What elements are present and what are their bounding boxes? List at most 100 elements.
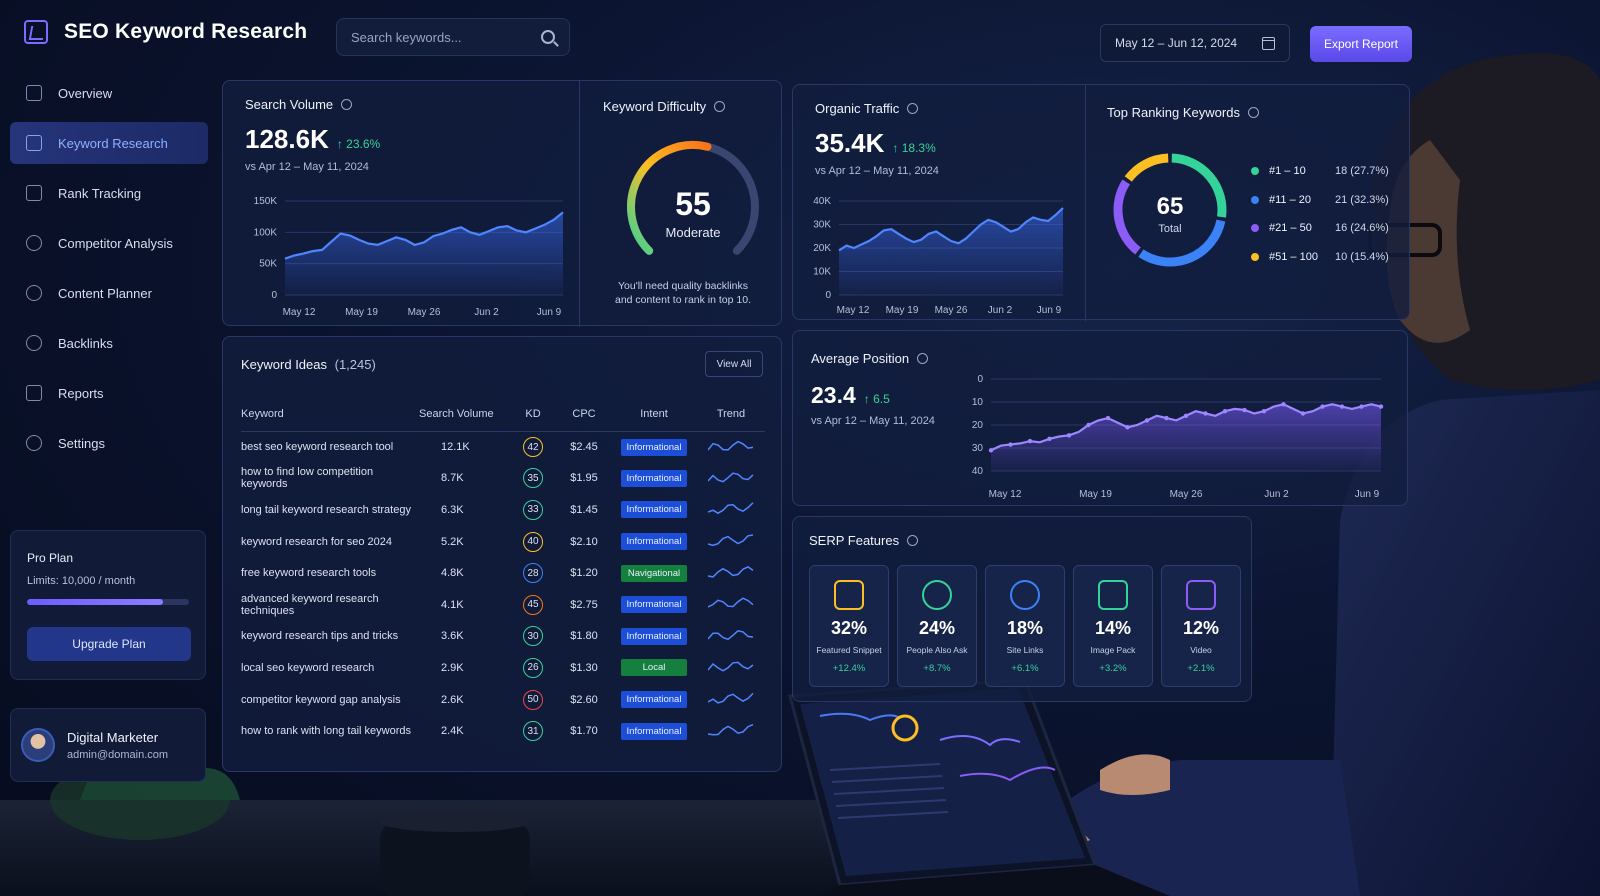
legend-value: 16 (24.6%): [1335, 222, 1389, 235]
search-input[interactable]: [351, 29, 541, 45]
sidebar-item-keyword-research[interactable]: Keyword Research: [10, 122, 208, 164]
data-point: [1086, 422, 1091, 428]
date-range-picker[interactable]: May 12 – Jun 12, 2024: [1100, 24, 1290, 62]
sparkline-path: [707, 440, 754, 451]
table-row[interactable]: keyword research tips and tricks 3.6K 30 $1…: [241, 621, 765, 653]
user-profile-card[interactable]: Digital Marketer admin@domain.com: [10, 708, 206, 782]
kd-badge: 40: [523, 531, 543, 552]
sidebar-item-reports[interactable]: Reports: [10, 372, 208, 414]
serp-feature-card[interactable]: 14% Image Pack +3.2%: [1073, 565, 1153, 687]
table-row[interactable]: keyword research for seo 2024 5.2K 40 $2.10…: [241, 526, 765, 558]
keyword-cell: best seo keyword research tool: [241, 441, 394, 454]
intent-cell: Informational: [611, 463, 697, 495]
total-value: 65: [1157, 193, 1184, 220]
data-point: [1105, 415, 1111, 421]
calendar-icon[interactable]: [1262, 36, 1275, 50]
plan-title: Pro Plan: [27, 551, 74, 565]
column-header-keyword[interactable]: Keyword: [241, 397, 419, 432]
image-icon: [1098, 580, 1128, 610]
legend-dot: [1251, 252, 1259, 261]
info-icon[interactable]: [1247, 107, 1259, 118]
donut-slice: [1113, 179, 1141, 255]
panel-title: Organic Traffic: [815, 101, 939, 116]
sidebar-item-label: Competitor Analysis: [58, 235, 173, 251]
x-tick-label: Jun 9: [1355, 489, 1380, 500]
intent-badge: Informational: [621, 691, 687, 709]
serp-feature-card[interactable]: 12% Video +2.1%: [1161, 565, 1241, 687]
info-icon[interactable]: [917, 353, 929, 364]
legend-row: #1 – 10 18 (27.7%): [1251, 157, 1401, 186]
sidebar-item-rank-tracking[interactable]: Rank Tracking: [10, 172, 208, 214]
column-header-cpc[interactable]: CPC: [557, 397, 611, 432]
upgrade-plan-button[interactable]: Upgrade Plan: [27, 627, 191, 661]
data-point: [988, 448, 994, 453]
search-volume-cell: 12.1K: [441, 441, 470, 454]
keyword-ideas-count: (1,245): [334, 357, 376, 372]
search-volume-cell: 8.7K: [441, 472, 464, 485]
trend-cell: [697, 589, 765, 621]
avatar[interactable]: [21, 728, 55, 762]
sparkline-path: [707, 692, 754, 704]
view-all-button[interactable]: View All: [705, 351, 763, 377]
user-email: admin@domain.com: [67, 748, 169, 761]
keyword-ideas-panel: Keyword Ideas (1,245) View All Keyword S…: [222, 336, 782, 772]
legend-dot: [1251, 167, 1259, 176]
data-point: [1242, 407, 1247, 413]
trend-sparkline: [707, 629, 754, 641]
search-volume-cell: 5.2K: [441, 535, 464, 548]
info-icon[interactable]: [907, 535, 919, 546]
serp-label: Site Links: [1006, 645, 1044, 655]
x-tick-label: May 12: [283, 307, 316, 318]
table-row[interactable]: advanced keyword research techniques 4.1K…: [241, 589, 765, 621]
trend-sparkline: [707, 502, 754, 515]
export-report-button[interactable]: Export Report: [1310, 26, 1412, 62]
series-line: [838, 207, 1064, 252]
search-icon[interactable]: [541, 30, 555, 44]
data-point: [1281, 402, 1286, 407]
table-row[interactable]: how to find low competition keywords 8.7K…: [241, 463, 765, 495]
column-header-intent[interactable]: Intent: [611, 397, 697, 432]
info-icon[interactable]: [907, 103, 919, 114]
average-position-value: 23.4: [811, 382, 856, 408]
sidebar-item-backlinks[interactable]: Backlinks: [10, 322, 208, 364]
sidebar-item-content-planner[interactable]: Content Planner: [10, 272, 208, 314]
sidebar-item-overview[interactable]: Overview: [10, 72, 208, 114]
serp-feature-card[interactable]: 18% Site Links +6.1%: [985, 565, 1065, 687]
logo-icon: [24, 20, 48, 44]
x-tick-label: May 12: [989, 489, 1022, 500]
serp-percentage: 18%: [1006, 618, 1044, 638]
intent-cell: Informational: [611, 684, 697, 716]
sidebar-item-settings[interactable]: Settings: [10, 422, 208, 464]
data-point: [1203, 411, 1208, 416]
trend-cell: [697, 557, 765, 589]
cpc-cell: $2.60: [570, 693, 598, 706]
column-header-trend[interactable]: Trend: [697, 397, 765, 432]
info-icon[interactable]: [341, 99, 353, 110]
serp-feature-card[interactable]: 24% People Also Ask +8.7%: [897, 565, 977, 687]
intent-badge: Informational: [621, 722, 687, 740]
column-header-kd[interactable]: KD: [509, 397, 557, 432]
search-volume-cell: 2.9K: [441, 661, 464, 674]
search-volume-value: 128.6K: [245, 124, 329, 154]
sparkline-path: [707, 534, 754, 547]
table-row[interactable]: local seo keyword research 2.9K 26 $1.30 Loc…: [241, 652, 765, 684]
settings-icon: [26, 435, 42, 451]
serp-label: Featured Snippet: [816, 645, 882, 655]
table-row[interactable]: long tail keyword research strategy 6.3K 3…: [241, 494, 765, 526]
info-icon[interactable]: [714, 101, 726, 112]
keyword-ideas-title: Keyword Ideas: [241, 357, 327, 372]
table-row[interactable]: free keyword research tools 4.8K 28 $1.20 Na…: [241, 557, 765, 589]
x-tick-label: Jun 2: [988, 305, 1013, 316]
table-row[interactable]: how to rank with long tail keywords 2.4K 3…: [241, 715, 765, 747]
keyword-cell: long tail keyword research strategy: [241, 503, 411, 516]
sidebar-item-competitor-analysis[interactable]: Competitor Analysis: [10, 222, 208, 264]
rank-chart-icon: [26, 185, 42, 201]
column-header-search-volume[interactable]: Search Volume: [419, 397, 509, 432]
total-label: Total: [1158, 223, 1181, 235]
trend-sparkline: [707, 662, 754, 673]
link-icon: [26, 335, 42, 351]
serp-feature-card[interactable]: 32% Featured Snippet +12.4%: [809, 565, 889, 687]
table-row[interactable]: competitor keyword gap analysis 2.6K 50 $2.…: [241, 684, 765, 716]
search-box[interactable]: [336, 18, 570, 56]
table-row[interactable]: best seo keyword research tool 12.1K 42 $2.…: [241, 431, 765, 463]
